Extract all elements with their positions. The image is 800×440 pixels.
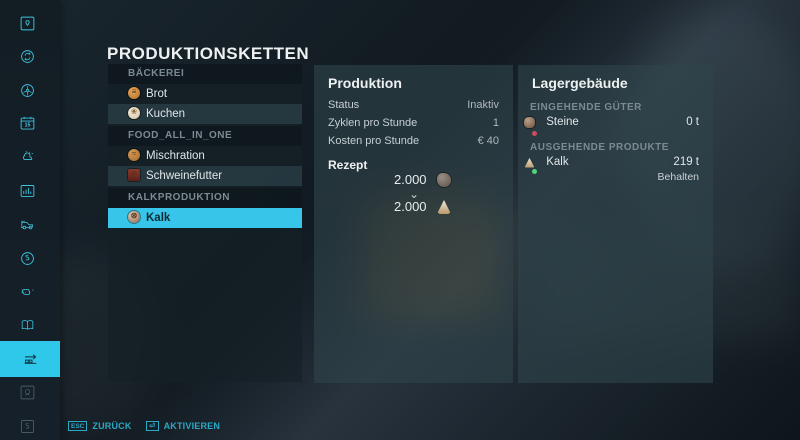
svg-text:15: 15	[24, 123, 30, 129]
